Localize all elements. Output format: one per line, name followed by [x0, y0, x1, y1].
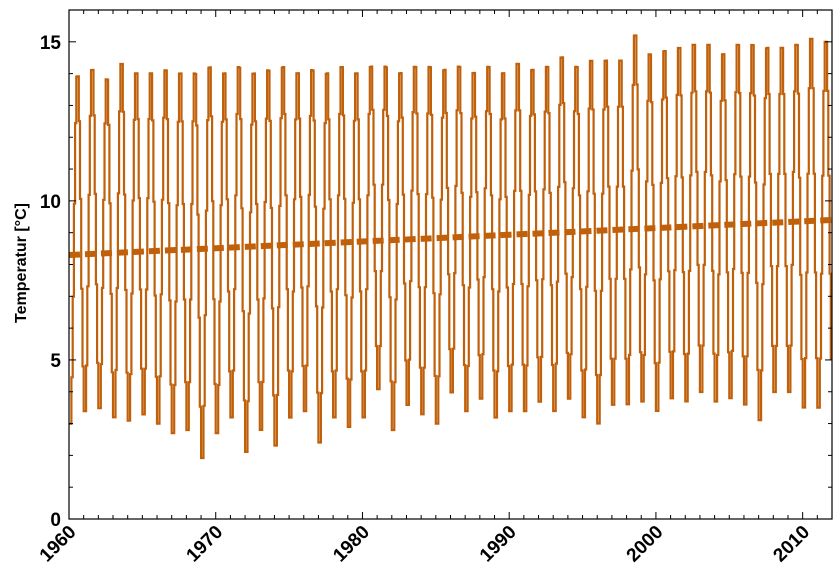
- y-tick-label: 5: [50, 351, 61, 372]
- temperature-series-line: [69, 34, 832, 460]
- y-tick-label: 10: [40, 192, 61, 213]
- x-tick-label: 2010: [769, 522, 814, 567]
- x-tick-label: 1980: [329, 522, 374, 567]
- plot-area: [69, 34, 832, 460]
- y-tick-label: 0: [50, 510, 61, 531]
- x-tick-label: 1970: [183, 522, 228, 567]
- x-tick-label: 2000: [623, 522, 668, 567]
- y-axis-title: Temperatur [°C]: [13, 203, 30, 323]
- x-tick-label: 1990: [476, 522, 521, 567]
- y-tick-label: 15: [40, 33, 62, 54]
